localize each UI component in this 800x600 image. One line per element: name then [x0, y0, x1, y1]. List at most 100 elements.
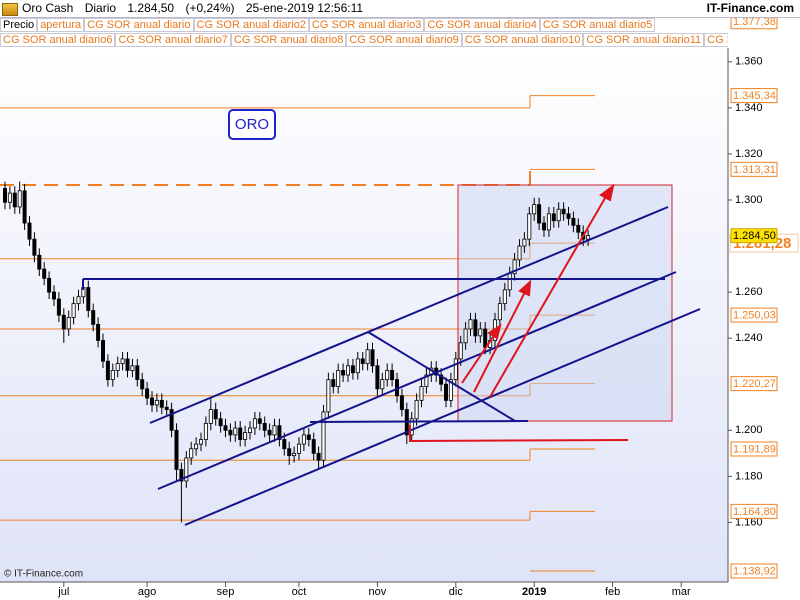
candle-body [478, 328, 483, 337]
candle-body [385, 370, 390, 381]
candle-body [439, 374, 444, 385]
candle-body [512, 259, 517, 275]
candle-body [277, 425, 282, 440]
plot-area [0, 48, 728, 582]
candle-body [561, 208, 566, 215]
candle-body [321, 411, 326, 461]
candle-body [507, 273, 512, 291]
level-label-box [730, 503, 778, 519]
candle-body [453, 358, 458, 381]
candle-body [502, 289, 507, 305]
legend-item[interactable]: CG SOR anual diario8 [230, 33, 347, 47]
candle-body [316, 452, 321, 461]
candles [3, 181, 591, 523]
legend-item[interactable]: CG SOR anual diario4 [424, 18, 540, 32]
candle-body [154, 399, 159, 406]
legend-item[interactable]: CG SOR anual diario [84, 18, 194, 32]
candle-body [184, 457, 189, 482]
y-tick-label: 1.240 [735, 332, 763, 344]
legend-item[interactable]: CG SOR anual diario3 [308, 18, 425, 32]
candle-body [115, 363, 120, 371]
candle-body [120, 358, 125, 364]
label-box [228, 109, 276, 140]
candle-body [586, 235, 591, 240]
red-drawings [409, 183, 629, 443]
candle-body [101, 340, 106, 362]
candle-body [336, 370, 341, 387]
candle-body [223, 425, 228, 431]
symbol: Oro Cash [22, 1, 74, 15]
candle-body [532, 204, 537, 215]
level-label-box [730, 307, 778, 323]
candle-body [370, 349, 375, 367]
candle-body [551, 213, 556, 222]
candle-body [576, 224, 581, 233]
candle-body [247, 427, 252, 434]
y-tick-label: 1.360 [735, 56, 763, 68]
candle-body [42, 268, 47, 279]
legend-item[interactable]: CG SOR anual diario5 [539, 18, 656, 32]
candle-body [556, 208, 561, 222]
candle-body [380, 379, 385, 390]
candle-body [96, 323, 101, 341]
level-label: 1.220,27 [733, 378, 776, 390]
candle-body [203, 422, 208, 440]
period: Diario [84, 1, 117, 15]
legend-item[interactable]: Precio [0, 18, 38, 32]
legend-item[interactable]: CG SOR anual diario7 [115, 33, 231, 47]
arrow [473, 287, 528, 393]
candle-body [542, 222, 547, 231]
candle-body [546, 213, 551, 231]
candle-body [198, 439, 203, 445]
site[interactable]: IT-Finance.com [706, 1, 794, 15]
annotation: ORO [235, 116, 269, 133]
candle-body [159, 399, 164, 408]
candle-body [497, 303, 502, 321]
candle-body [22, 190, 27, 224]
candle-body [228, 429, 233, 436]
change: (+0,24%) [185, 1, 235, 15]
legend-item[interactable]: CG SOR anual diario10 [461, 33, 584, 47]
level-label: 1.250,03 [733, 309, 776, 321]
candle-body [287, 448, 292, 457]
level-label-box [730, 88, 778, 104]
candle-body [7, 192, 12, 203]
arrow-head [599, 183, 615, 202]
candle-body [61, 314, 66, 330]
candle-body [272, 425, 277, 436]
candle-body [194, 443, 199, 450]
candle-body [37, 254, 42, 270]
legend-item[interactable]: CG SOR anu [704, 33, 728, 47]
footer: © IT-Finance.com [4, 569, 83, 580]
candle-body [86, 287, 91, 311]
legend-item[interactable]: CG SOR anual diario11 [583, 33, 705, 47]
candle-body [301, 434, 306, 445]
candle-body [47, 277, 52, 293]
candle-body [105, 360, 110, 381]
arrow-head [518, 279, 532, 297]
candle-body [145, 388, 150, 399]
candle-body [306, 434, 311, 440]
level-label: 1.164,80 [733, 506, 776, 518]
legend-row: Precio apertura CG SOR anual diario CG SOR … [0, 18, 728, 32]
candle-body [448, 379, 453, 401]
candle-body [27, 222, 32, 240]
last-price-label: 1.284,50 [733, 230, 776, 242]
legend-item[interactable]: apertura [37, 18, 85, 32]
legend-item[interactable]: CG SOR anual diario6 [0, 33, 116, 47]
candle-body [341, 370, 346, 376]
candle-body [414, 399, 419, 420]
x-tick-label: dic [449, 586, 464, 598]
candle-body [71, 303, 76, 318]
candle-body [110, 370, 115, 381]
y-tick-label: 1.160 [735, 516, 763, 528]
candle-body [17, 190, 22, 208]
legend-item[interactable]: CG SOR anual diario2 [193, 18, 309, 32]
triangle-line [367, 331, 516, 422]
candle-body [174, 429, 179, 470]
candle-body [125, 358, 130, 371]
candle-body [331, 379, 336, 387]
legend-item[interactable]: CG SOR anual diario9 [346, 33, 462, 47]
level-label-box [730, 376, 778, 392]
trend-lines [82, 206, 701, 526]
